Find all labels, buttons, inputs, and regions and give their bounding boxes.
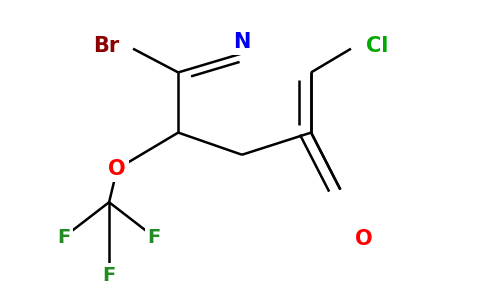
Text: O: O <box>108 159 126 179</box>
Text: F: F <box>57 228 71 247</box>
Text: Cl: Cl <box>366 35 389 56</box>
Text: N: N <box>233 32 251 52</box>
Text: F: F <box>148 228 161 247</box>
Text: O: O <box>355 229 373 249</box>
Text: Br: Br <box>93 35 120 56</box>
Text: F: F <box>103 266 116 285</box>
